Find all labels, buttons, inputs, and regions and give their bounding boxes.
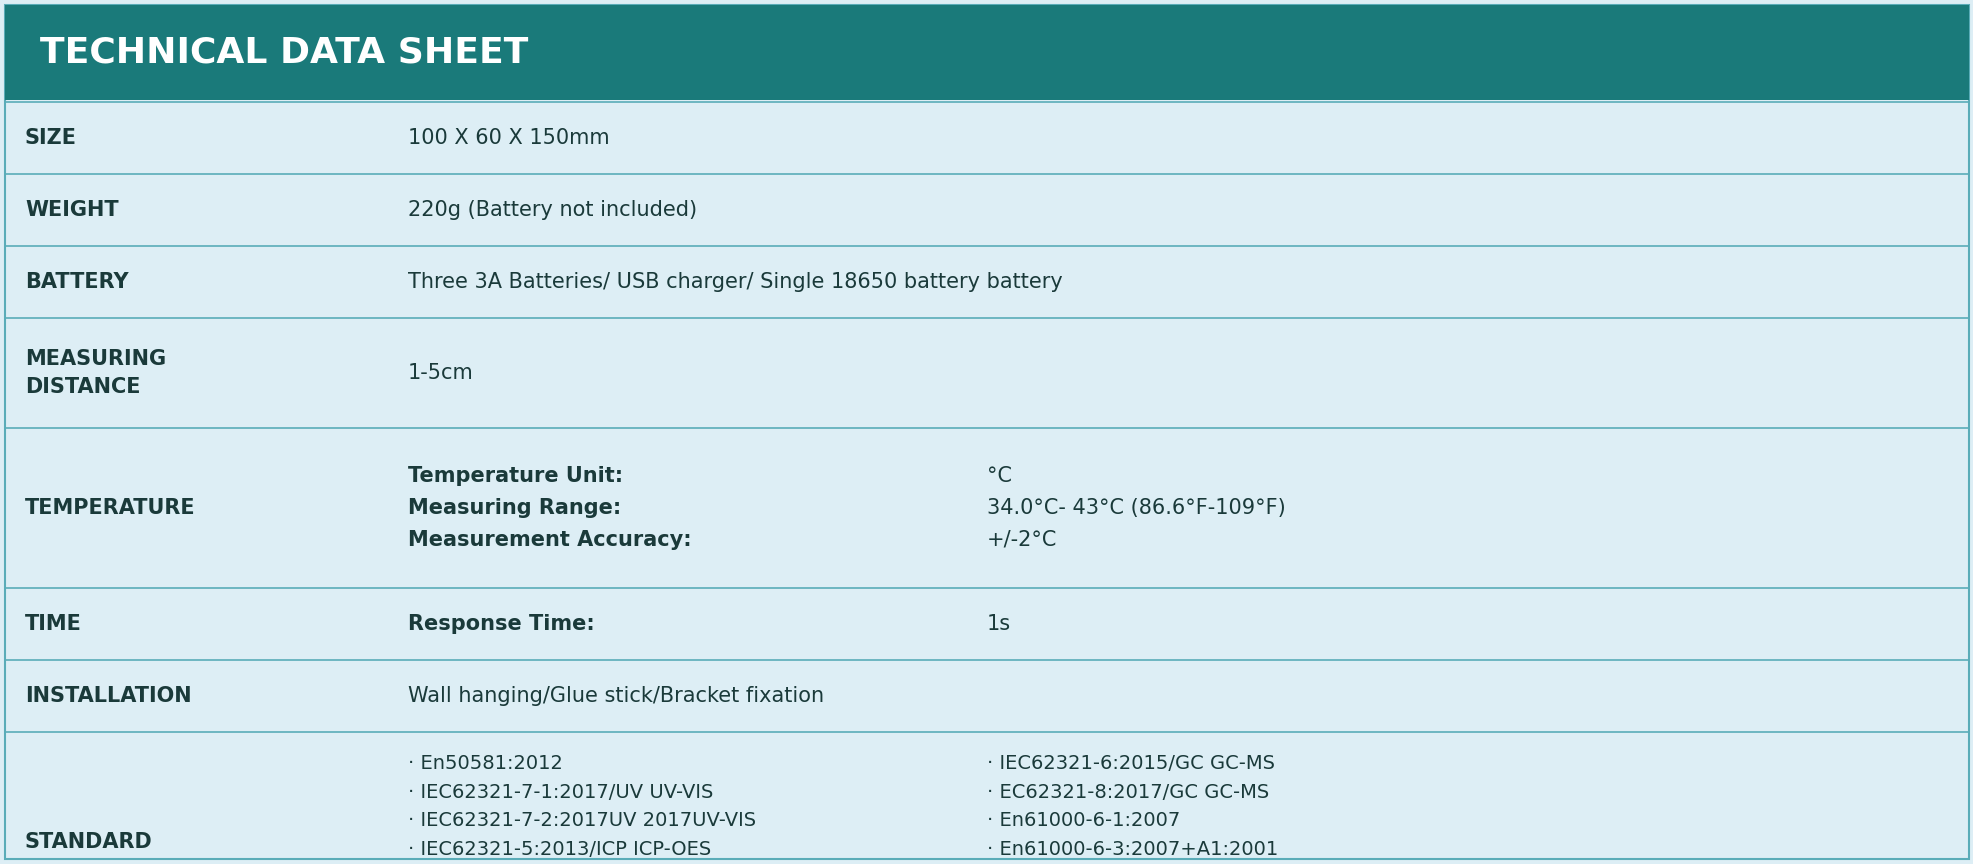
Text: · En50581:2012
· IEC62321-7-1:2017/UV UV-VIS
· IEC62321-7-2:2017UV 2017UV-VIS
· : · En50581:2012 · IEC62321-7-1:2017/UV UV… — [408, 754, 815, 864]
Text: WEIGHT: WEIGHT — [26, 200, 118, 220]
Text: MEASURING
DISTANCE: MEASURING DISTANCE — [26, 349, 166, 397]
Text: · IEC62321-6:2015/GC GC-MS
· EC62321-8:2017/GC GC-MS
· En61000-6-1:2007
· En6100: · IEC62321-6:2015/GC GC-MS · EC62321-8:2… — [986, 754, 1279, 860]
Text: SIZE: SIZE — [26, 128, 77, 148]
Text: TIME: TIME — [26, 614, 81, 634]
Text: 1-5cm: 1-5cm — [408, 363, 474, 383]
Text: BATTERY: BATTERY — [26, 272, 128, 292]
Text: Temperature Unit:
Measuring Range:
Measurement Accuracy:: Temperature Unit: Measuring Range: Measu… — [408, 466, 691, 550]
Text: TECHNICAL DATA SHEET: TECHNICAL DATA SHEET — [39, 35, 529, 69]
Bar — [6, 5, 1967, 100]
Text: TEMPERATURE: TEMPERATURE — [26, 498, 195, 518]
Text: INSTALLATION: INSTALLATION — [26, 686, 191, 706]
Text: Wall hanging/Glue stick/Bracket fixation: Wall hanging/Glue stick/Bracket fixation — [408, 686, 823, 706]
Text: STANDARD: STANDARD — [26, 832, 152, 852]
Text: Response Time:: Response Time: — [408, 614, 594, 634]
Text: Three 3A Batteries/ USB charger/ Single 18650 battery battery: Three 3A Batteries/ USB charger/ Single … — [408, 272, 1061, 292]
Text: 220g (Battery not included): 220g (Battery not included) — [408, 200, 696, 220]
Text: 1s: 1s — [986, 614, 1010, 634]
Text: 100 X 60 X 150mm: 100 X 60 X 150mm — [408, 128, 610, 148]
Text: °C
34.0°C- 43°C (86.6°F-109°F)
+/-2°C: °C 34.0°C- 43°C (86.6°F-109°F) +/-2°C — [986, 466, 1284, 550]
